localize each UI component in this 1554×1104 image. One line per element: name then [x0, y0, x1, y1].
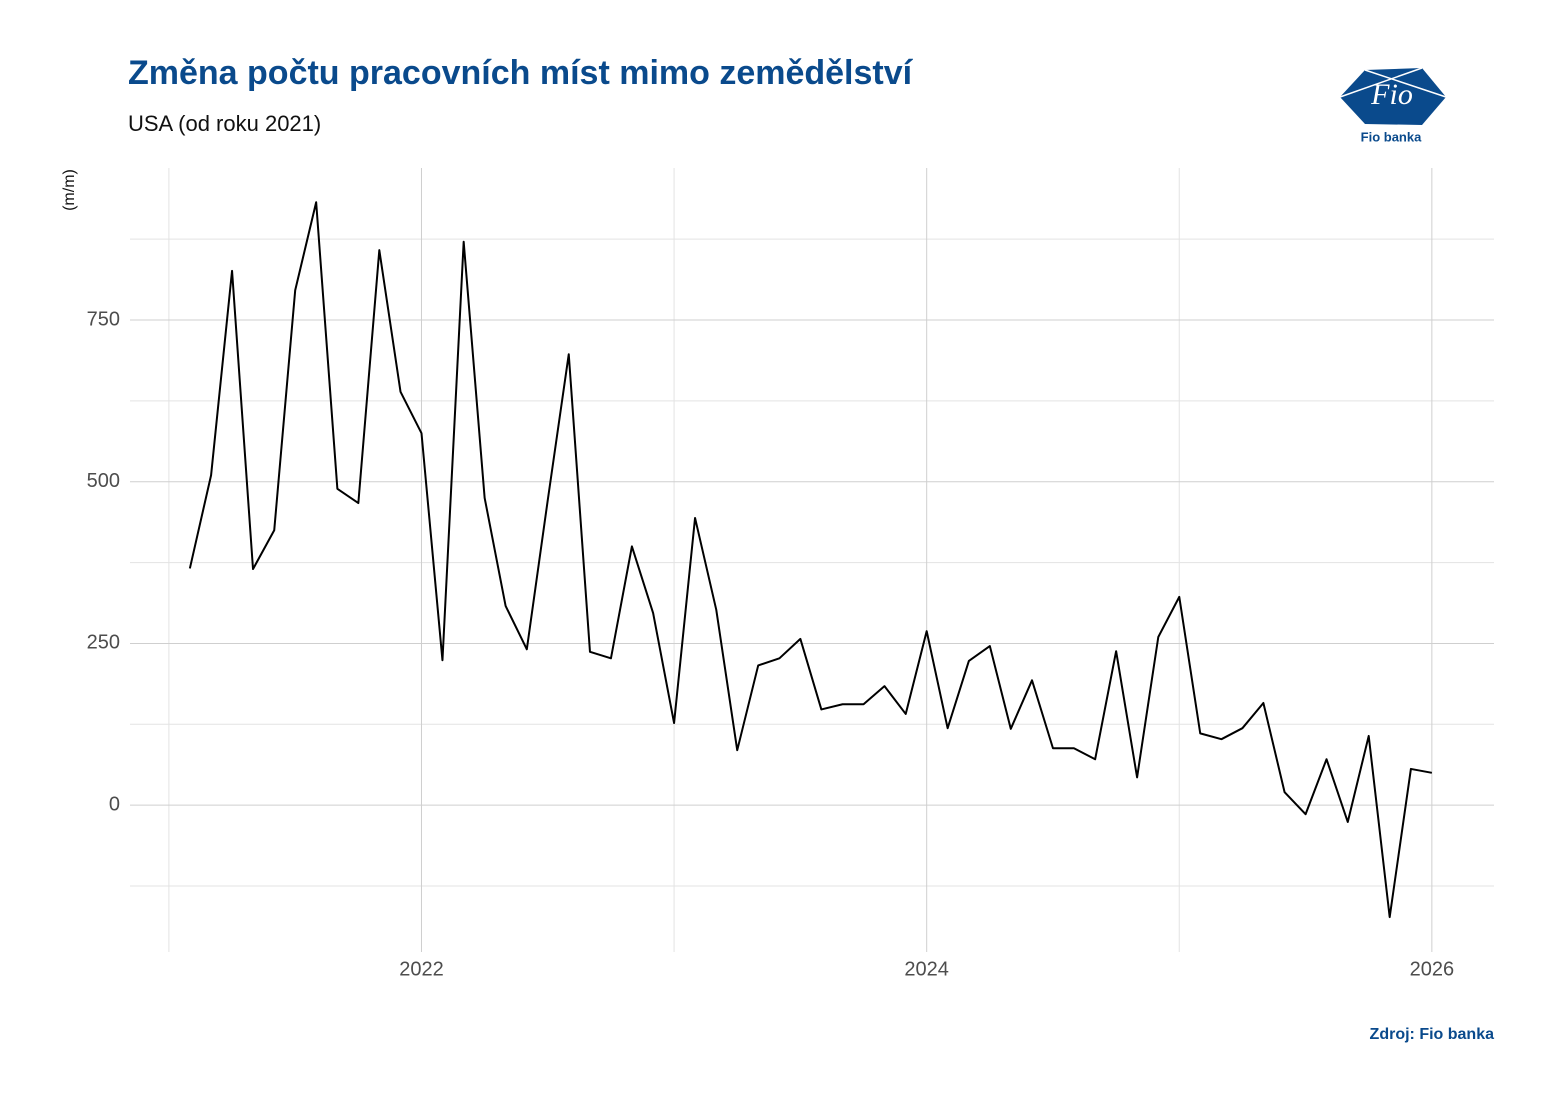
- x-tick-label: 2024: [904, 958, 949, 980]
- chart-subtitle: USA (od roku 2021): [128, 111, 321, 136]
- source: Zdroj: Fio banka: [1370, 1026, 1495, 1043]
- logo-stroke: [1364, 69, 1447, 98]
- y-tick-label: 250: [87, 632, 120, 654]
- data-line: [188, 201, 1433, 919]
- chart-title: Změna počtu pracovních míst mimo zeměděl…: [128, 54, 914, 92]
- logo-shape: [1340, 68, 1446, 125]
- x-tick-label: 2026: [1410, 958, 1455, 980]
- grid: [130, 168, 1494, 952]
- logo: Fio Fio banka: [1339, 67, 1447, 144]
- y-tick-label: 500: [87, 470, 120, 492]
- y-tick-label: 750: [87, 308, 120, 330]
- x-tick-label: 2022: [399, 958, 444, 980]
- y-tick-label: 0: [109, 793, 120, 815]
- y-axis-label: (m/m): [61, 169, 78, 211]
- logo-mark: Fio: [1370, 78, 1413, 111]
- logo-stroke: [1339, 67, 1423, 98]
- logo-name: Fio banka: [1361, 129, 1422, 144]
